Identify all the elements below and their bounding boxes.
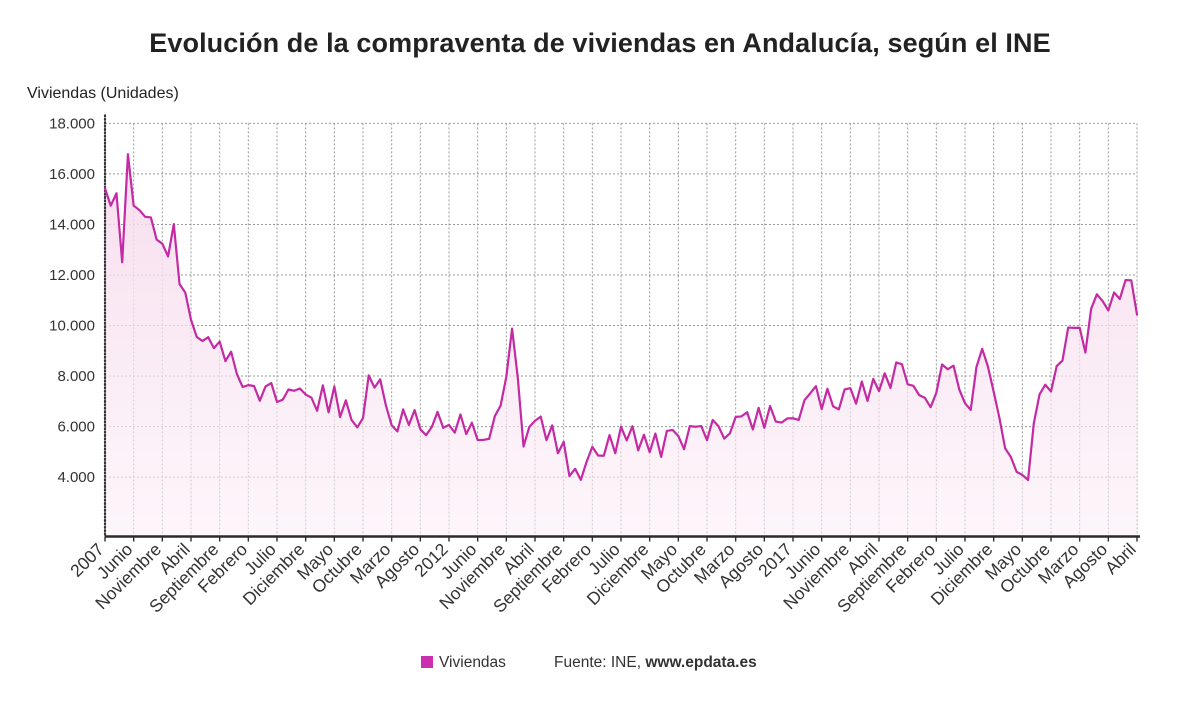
svg-text:14.000: 14.000 bbox=[49, 216, 95, 233]
svg-text:18.000: 18.000 bbox=[49, 115, 95, 132]
svg-text:8.000: 8.000 bbox=[57, 368, 95, 385]
svg-text:6.000: 6.000 bbox=[57, 419, 95, 436]
svg-text:16.000: 16.000 bbox=[49, 166, 95, 183]
svg-text:Abril: Abril bbox=[1101, 539, 1140, 578]
svg-text:12.000: 12.000 bbox=[49, 267, 95, 284]
svg-text:4.000: 4.000 bbox=[57, 469, 95, 486]
svg-text:10.000: 10.000 bbox=[49, 318, 95, 335]
